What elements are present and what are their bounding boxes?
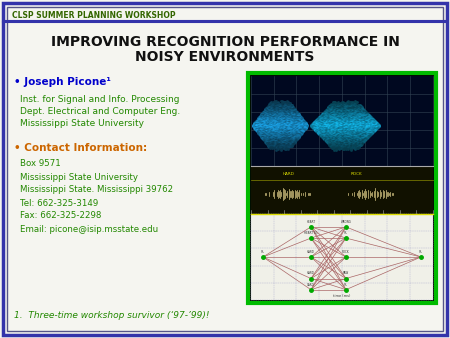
Text: SIL: SIL xyxy=(419,250,423,254)
Text: Mississippi State University: Mississippi State University xyxy=(20,120,144,128)
Bar xyxy=(248,73,436,303)
Text: SIL: SIL xyxy=(344,283,348,287)
Text: Inst. for Signal and Info. Processing: Inst. for Signal and Info. Processing xyxy=(20,96,180,104)
Text: CLSP SUMMER PLANNING WORKSHOP: CLSP SUMMER PLANNING WORKSHOP xyxy=(12,10,176,20)
Text: ROCK: ROCK xyxy=(342,250,350,254)
Bar xyxy=(251,166,433,214)
Text: • Contact Information:: • Contact Information: xyxy=(14,143,147,153)
Text: HEART: HEART xyxy=(306,220,315,224)
Text: Email: picone@isip.msstate.edu: Email: picone@isip.msstate.edu xyxy=(20,224,158,234)
Bar xyxy=(251,214,433,300)
Text: NOISY ENVIRONMENTS: NOISY ENVIRONMENTS xyxy=(135,50,315,64)
Text: ROCK: ROCK xyxy=(350,172,362,176)
Text: SIL: SIL xyxy=(261,250,265,254)
Text: HARD: HARD xyxy=(307,271,315,275)
Text: SIL: SIL xyxy=(344,231,348,235)
Text: Fax: 662-325-2298: Fax: 662-325-2298 xyxy=(20,212,101,220)
Bar xyxy=(251,76,433,166)
Text: Tel: 662-325-3149: Tel: 662-325-3149 xyxy=(20,198,98,208)
Text: HARD: HARD xyxy=(283,172,295,176)
Text: Mississippi State. Mississippi 39762: Mississippi State. Mississippi 39762 xyxy=(20,186,173,194)
Text: Mississippi State University: Mississippi State University xyxy=(20,172,138,182)
Text: Box 9571: Box 9571 xyxy=(20,160,61,169)
Text: Dept. Electrical and Computer Eng.: Dept. Electrical and Computer Eng. xyxy=(20,107,180,117)
Text: WRONG: WRONG xyxy=(341,220,351,224)
Text: • Joseph Picone¹: • Joseph Picone¹ xyxy=(14,77,111,87)
Text: RAW: RAW xyxy=(343,271,349,275)
Text: CARD: CARD xyxy=(307,283,315,287)
Text: 1.  Three-time workshop survivor (‘97-’99)!: 1. Three-time workshop survivor (‘97-’99… xyxy=(14,311,210,319)
Text: IMPROVING RECOGNITION PERFORMANCE IN: IMPROVING RECOGNITION PERFORMANCE IN xyxy=(50,35,400,49)
Text: time (ms): time (ms) xyxy=(333,294,351,298)
Text: HARD: HARD xyxy=(307,250,315,254)
Text: HEART SIL: HEART SIL xyxy=(304,231,318,235)
